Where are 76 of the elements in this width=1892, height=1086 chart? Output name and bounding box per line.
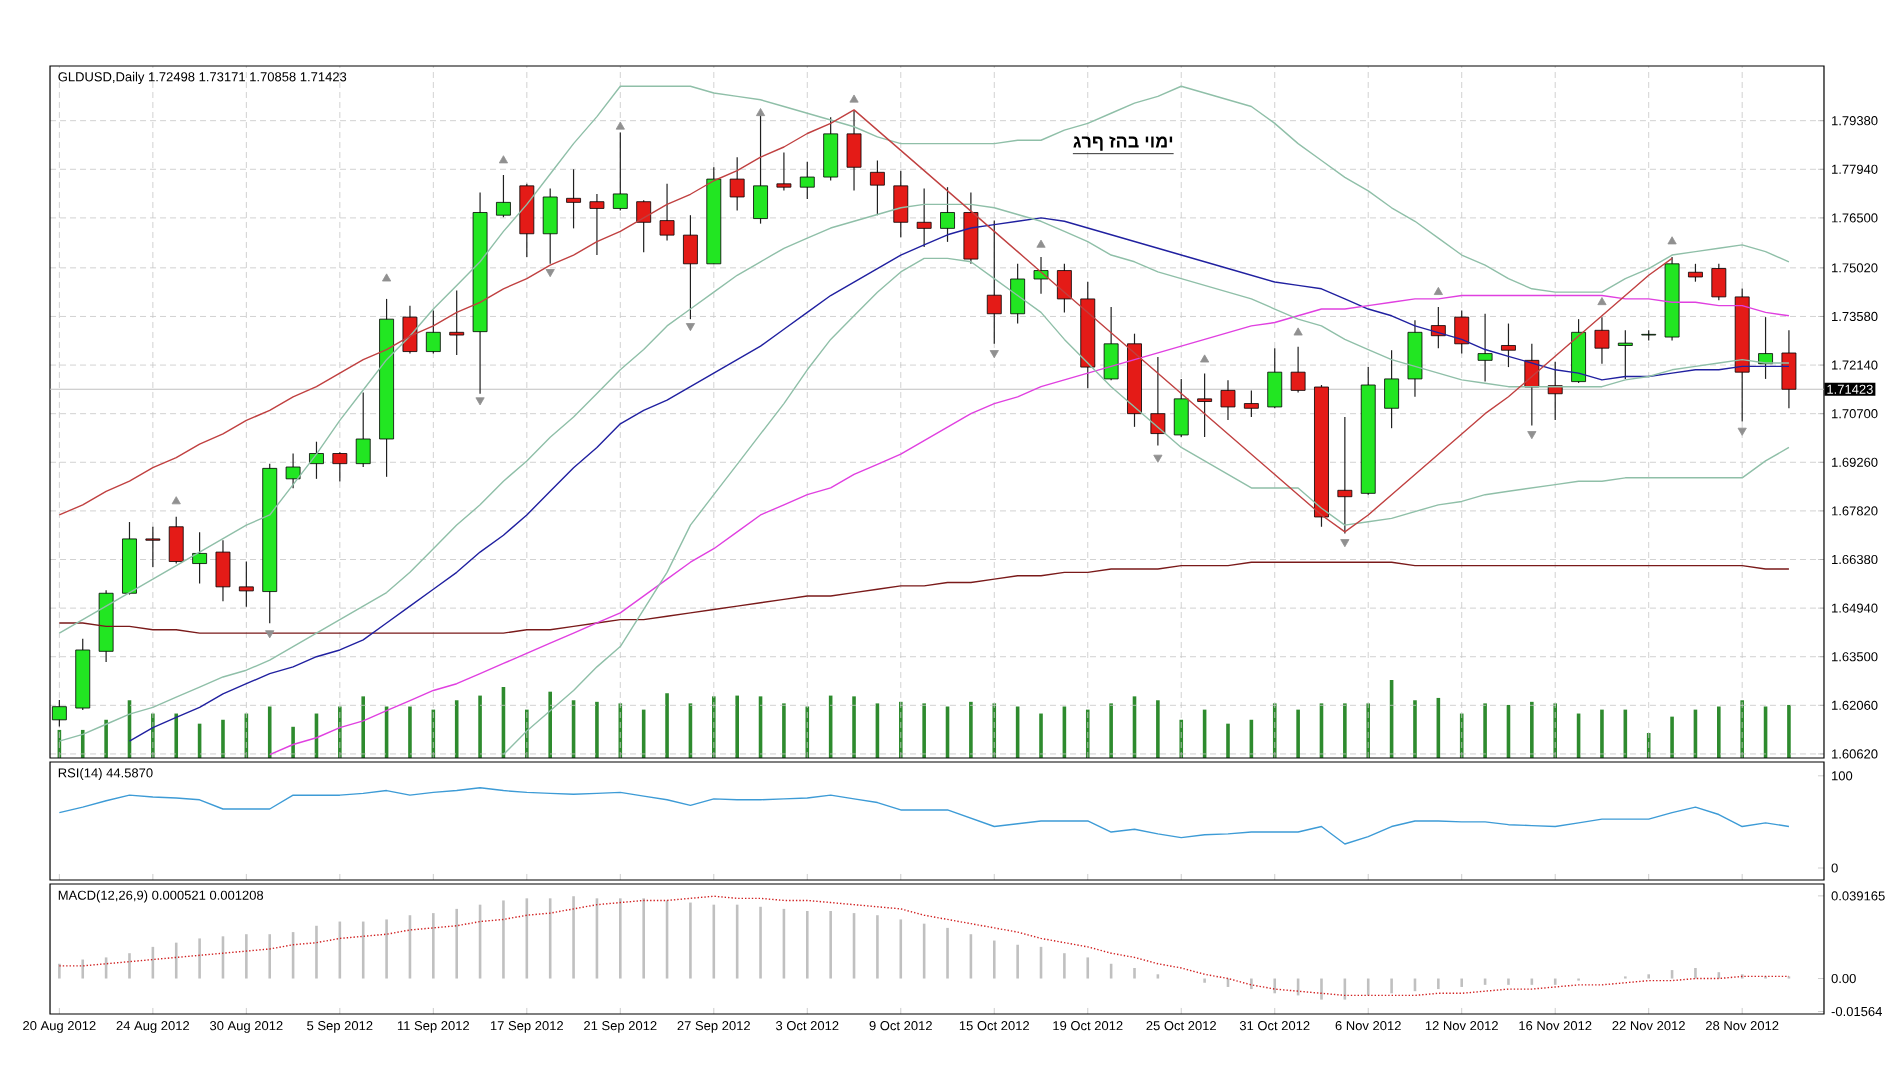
candlestick <box>332 451 348 483</box>
point <box>1527 431 1537 440</box>
candlestick <box>636 199 652 253</box>
text: גרף זהב יומי <box>1073 136 1173 151</box>
candlestick <box>729 156 745 212</box>
candlestick <box>776 151 792 192</box>
candlestick <box>215 539 231 602</box>
candlestick <box>285 452 301 489</box>
candlestick <box>1547 361 1563 421</box>
point <box>849 94 859 103</box>
candlestick <box>1711 263 1727 301</box>
point <box>1340 539 1350 548</box>
candlestick <box>846 109 862 192</box>
candlestick <box>612 131 628 212</box>
point <box>615 121 625 130</box>
candlestick <box>1407 319 1423 398</box>
candlestick <box>542 187 558 265</box>
candlestick <box>238 560 254 608</box>
candlestick <box>683 214 698 320</box>
candlestick <box>893 170 909 238</box>
point <box>1036 239 1046 248</box>
point <box>498 155 509 164</box>
point <box>382 273 392 282</box>
point <box>1293 327 1303 336</box>
candlestick <box>1010 263 1026 325</box>
candlestick <box>425 309 441 355</box>
point <box>1667 236 1677 245</box>
candlestick <box>145 526 161 568</box>
candlestick <box>1103 306 1119 381</box>
candlestick <box>1454 309 1470 355</box>
point <box>265 630 275 639</box>
point <box>1200 354 1210 363</box>
candlestick <box>659 183 675 242</box>
point <box>545 269 555 278</box>
candlestick <box>823 116 839 182</box>
candlestick <box>986 220 1002 345</box>
point <box>171 496 181 505</box>
candlestick <box>1290 346 1306 394</box>
candlestick <box>1477 313 1493 383</box>
candlestick <box>1220 379 1236 421</box>
candlestick <box>1150 356 1166 447</box>
candlestick <box>1337 416 1353 535</box>
candlestick <box>519 183 535 258</box>
candlestick <box>1056 263 1072 314</box>
candlestick <box>870 159 885 216</box>
candlestick <box>496 174 511 218</box>
candlestick <box>1384 349 1400 429</box>
candlestick <box>402 305 418 355</box>
candlestick <box>753 109 768 225</box>
candlestick <box>940 186 955 243</box>
point <box>1153 454 1163 463</box>
point <box>1597 297 1607 306</box>
point <box>685 323 695 332</box>
candlestick <box>168 516 184 565</box>
candlestick <box>1243 389 1259 418</box>
candlestick <box>1617 329 1633 380</box>
candlestick <box>309 441 324 480</box>
candlestick <box>916 187 932 248</box>
candlestick <box>1781 329 1797 409</box>
candlestick <box>1594 316 1610 365</box>
candlestick <box>1267 347 1283 409</box>
candlestick <box>1197 372 1213 438</box>
point <box>755 108 766 117</box>
candlestick <box>449 289 465 356</box>
candlestick <box>589 193 605 256</box>
candlestick <box>799 161 815 200</box>
point <box>475 397 485 406</box>
point <box>989 350 999 359</box>
candlestick <box>355 391 371 468</box>
candlestick <box>963 191 979 265</box>
candlestick <box>1501 322 1516 368</box>
point <box>1737 427 1747 436</box>
point <box>1433 286 1443 295</box>
candlestick <box>566 168 581 229</box>
candlestick <box>1173 378 1189 438</box>
candlestick <box>192 531 208 585</box>
